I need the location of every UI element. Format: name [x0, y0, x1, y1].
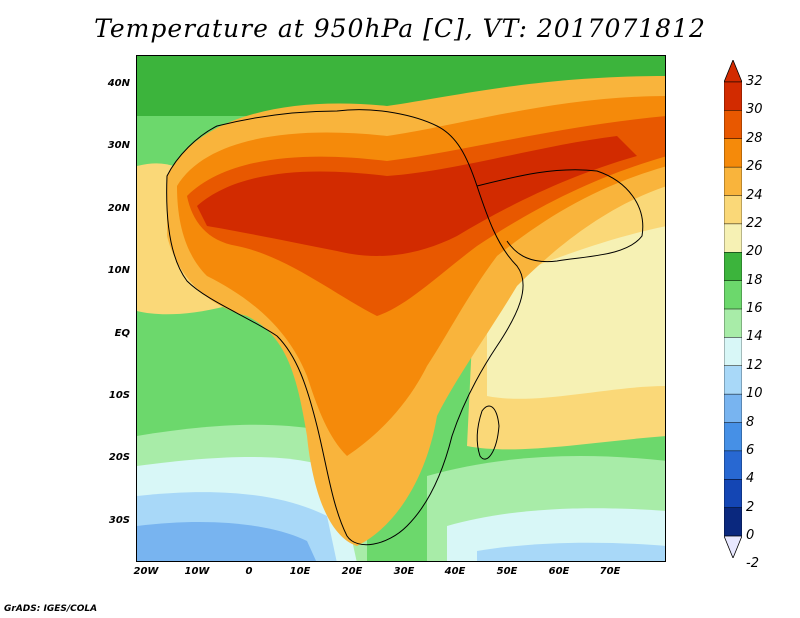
colorbar-label: 0	[746, 528, 755, 543]
lon-label-10w: 10W	[184, 566, 210, 577]
lat-label-30n: 30N	[107, 140, 130, 151]
colorbar-swatch	[724, 450, 742, 480]
lon-label-10e: 10E	[289, 566, 311, 577]
temperature-map	[136, 55, 666, 562]
colorbar-label: 28	[746, 130, 763, 146]
colorbar-swatch	[724, 110, 742, 140]
lon-label-20e: 20E	[341, 566, 363, 577]
footer-credit: GrADS: IGES/COLA	[4, 604, 98, 614]
colorbar-swatch	[724, 166, 742, 197]
colorbar-label: 30	[746, 102, 763, 118]
colorbar-label: 22	[746, 215, 763, 231]
colorbar-over-arrow	[724, 60, 742, 83]
lon-label-70e: 70E	[599, 566, 621, 577]
colorbar-label: 2	[746, 499, 755, 515]
colorbar-swatch	[724, 479, 742, 509]
sahara-core	[197, 136, 637, 256]
colorbar-swatch	[724, 280, 742, 310]
colorbar-swatch	[724, 252, 742, 282]
africa-coastline	[166, 109, 524, 546]
lon-label-60e: 60E	[548, 566, 570, 577]
colorbar-label: 8	[746, 414, 755, 430]
map-canvas	[137, 56, 665, 561]
lat-label-20n: 20N	[107, 203, 130, 214]
colorbar-swatch	[724, 393, 742, 424]
lat-label-10n: 10N	[107, 265, 130, 276]
colorbar-label: 10	[746, 386, 763, 402]
colorbar-label: 12	[746, 357, 763, 373]
colorbar-swatch	[724, 365, 742, 395]
south-indian-cool-3	[477, 542, 665, 561]
colorbar-swatch	[724, 223, 742, 253]
colorbar-swatch	[724, 422, 742, 452]
colorbar-swatch	[724, 507, 742, 537]
colorbar-swatch	[724, 337, 742, 367]
colorbar-label: 18	[746, 272, 763, 288]
colorbar-label: 20	[746, 244, 763, 260]
lat-label-30s: 30S	[108, 515, 130, 526]
lon-label-30e: 30E	[393, 566, 415, 577]
lon-label-40e: 40E	[444, 566, 466, 577]
south-atlantic-cool-4	[137, 521, 317, 561]
colorbar-label: 32	[746, 74, 763, 89]
lat-label-10s: 10S	[108, 390, 130, 401]
lon-label-0: 0	[245, 566, 253, 577]
lat-label-20s: 20S	[108, 452, 130, 463]
colorbar-label: 16	[746, 301, 763, 316]
colorbar-label: 6	[746, 442, 755, 458]
arabia-coastline	[476, 169, 644, 263]
colorbar	[724, 60, 742, 558]
colorbar-label: 4	[746, 471, 755, 487]
map-title: Temperature at 950hPa [C], VT: 201707181…	[94, 14, 706, 43]
colorbar-label: 26	[746, 159, 763, 175]
lat-label-eq: EQ	[114, 328, 130, 339]
colorbar-swatch	[724, 81, 742, 112]
lon-label-50e: 50E	[496, 566, 518, 577]
lat-label-40n: 40N	[107, 78, 130, 89]
colorbar-label: 24	[746, 187, 763, 203]
colorbar-swatch	[724, 195, 742, 225]
colorbar-swatch	[724, 138, 742, 168]
colorbar-swatch	[724, 308, 742, 339]
colorbar-label: -2	[746, 556, 759, 572]
colorbar-label: 14	[746, 329, 763, 345]
lon-label-20w: 20W	[133, 566, 159, 577]
madagascar-coastline	[476, 405, 500, 460]
colorbar-under-arrow	[724, 535, 742, 558]
